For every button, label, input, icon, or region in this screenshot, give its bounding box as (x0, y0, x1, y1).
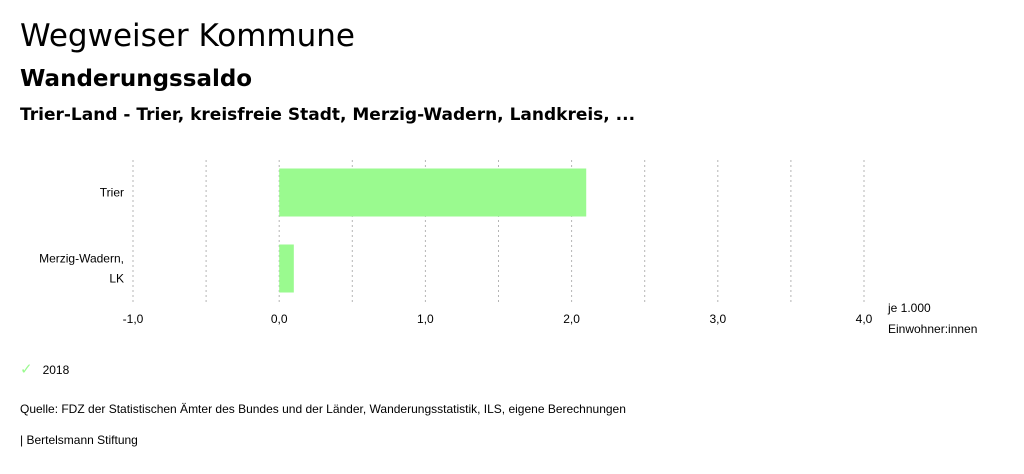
x-tick-label: 2,0 (563, 312, 580, 326)
chart-subtitle: Wanderungssaldo (20, 66, 253, 92)
grid-lines (132, 160, 865, 302)
axis-unit-label: je 1.000 Einwohner:innen (887, 301, 977, 336)
region-label: Trier-Land - Trier, kreisfreie Stadt, Me… (20, 105, 636, 125)
bar-merzig-wadern-lk[interactable] (279, 244, 294, 293)
bars (279, 168, 587, 293)
check-icon[interactable]: ✓ (20, 361, 33, 378)
unit-label: je 1.000 Einwohner:innen (887, 301, 977, 336)
x-axis-ticks: -1,0 0,0 1,0 2,0 3,0 4,0 (123, 312, 873, 326)
source-note: Quelle: FDZ der Statistischen Ämter des … (20, 402, 626, 416)
bar-trier[interactable] (279, 168, 587, 217)
page-title: Wegweiser Kommune (20, 18, 355, 54)
category-labels: Trier Merzig-Wadern, LK (39, 186, 124, 286)
category-label: Merzig-Wadern, LK (39, 252, 124, 286)
x-tick-label: 0,0 (271, 312, 288, 326)
legend[interactable]: ✓ 2018 (20, 362, 69, 377)
copyright-note: | Bertelsmann Stiftung (20, 433, 138, 447)
x-tick-label: 3,0 (709, 312, 726, 326)
category-label: Trier (100, 186, 124, 200)
x-tick-label: 1,0 (417, 312, 434, 326)
bar-chart: Trier Merzig-Wadern, LK -1,0 0,0 1,0 2,0 3,0 4,… (39, 160, 977, 336)
legend-label: 2018 (42, 362, 70, 377)
x-tick-label: 4,0 (856, 312, 873, 326)
x-tick-label: -1,0 (123, 312, 144, 326)
